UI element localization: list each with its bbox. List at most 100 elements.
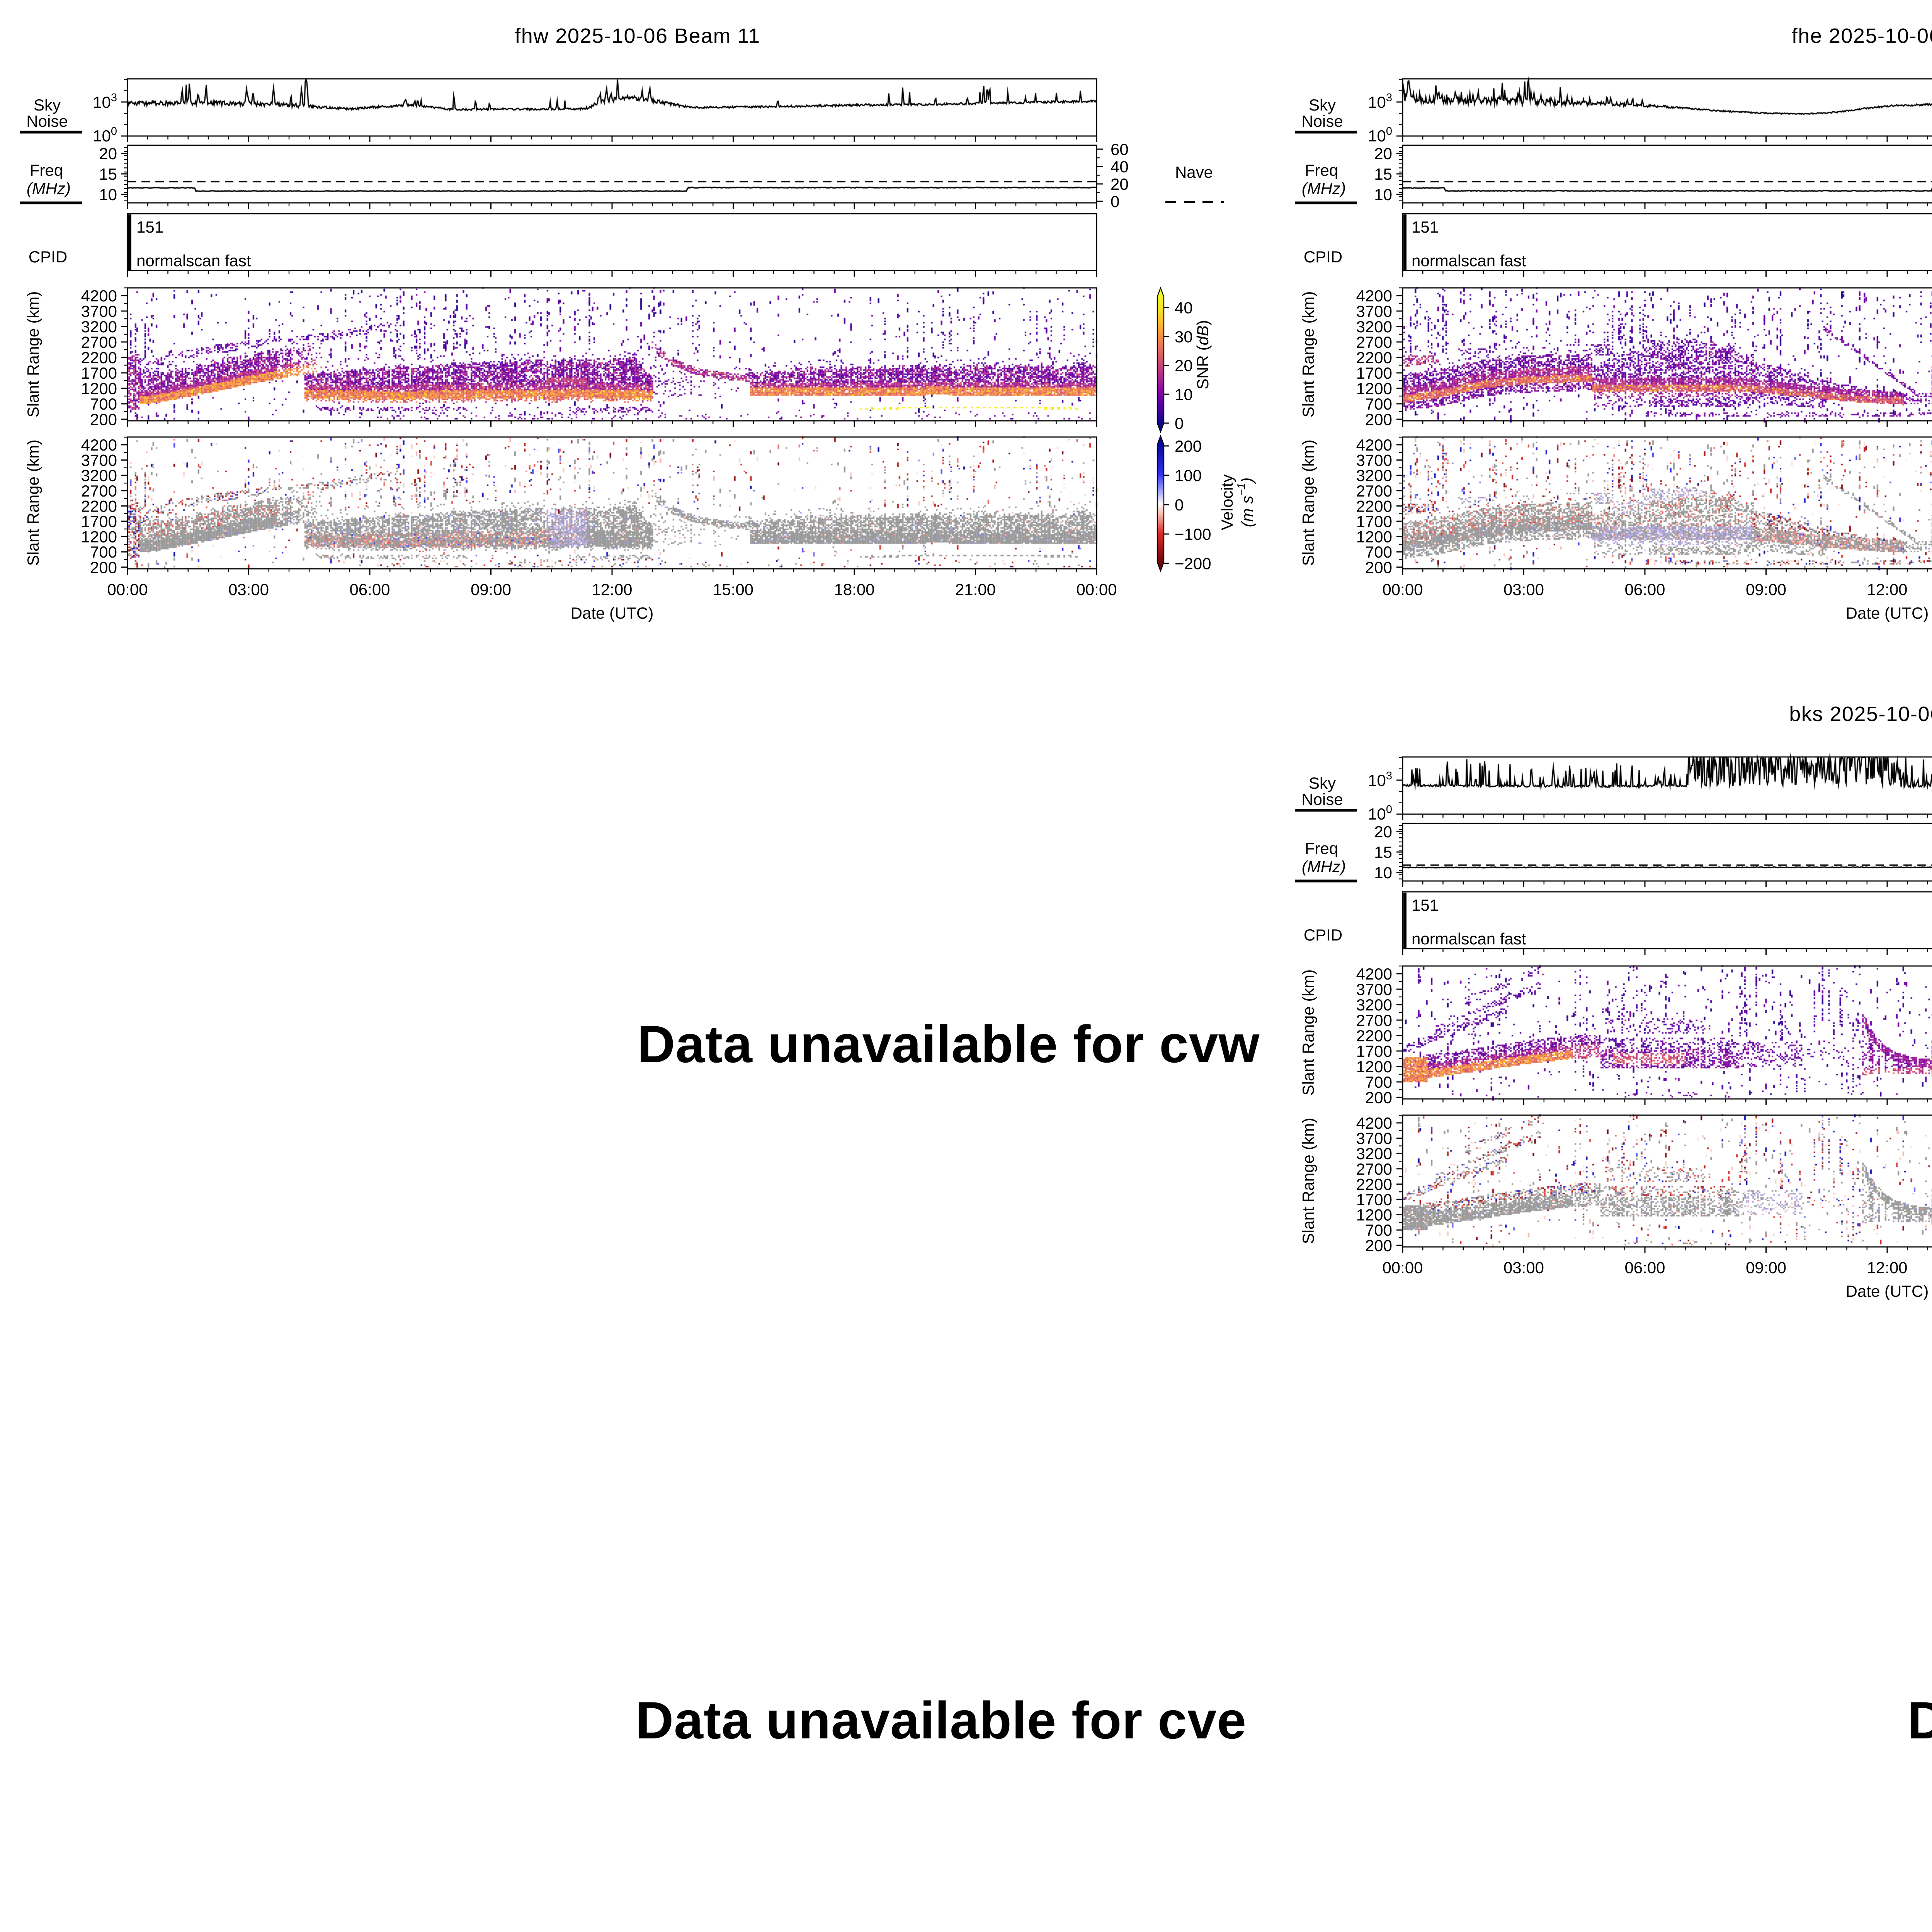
svg-text:09:00: 09:00 — [1746, 1259, 1786, 1277]
svg-text:(MHz): (MHz) — [1302, 179, 1346, 197]
svg-text:60: 60 — [1111, 140, 1129, 158]
svg-text:CPID: CPID — [1304, 248, 1342, 266]
svg-text:20: 20 — [99, 145, 117, 163]
svg-text:10: 10 — [1374, 864, 1392, 882]
svg-text:700: 700 — [1365, 1073, 1392, 1091]
svg-text:4200: 4200 — [1356, 436, 1392, 454]
svg-text:20: 20 — [1175, 357, 1193, 375]
svg-text:normalscan fast: normalscan fast — [1412, 930, 1526, 948]
svg-text:3200: 3200 — [81, 466, 117, 485]
svg-text:12:00: 12:00 — [1867, 1259, 1907, 1277]
svg-text:03:00: 03:00 — [228, 580, 269, 599]
svg-text:2200: 2200 — [1356, 349, 1392, 367]
svg-text:09:00: 09:00 — [471, 580, 511, 599]
svg-text:09:00: 09:00 — [1746, 580, 1786, 599]
svg-text:Date (UTC): Date (UTC) — [571, 604, 654, 622]
svg-text:103: 103 — [1368, 92, 1392, 111]
svg-text:2700: 2700 — [1356, 1011, 1392, 1029]
svg-text:21:00: 21:00 — [955, 580, 996, 599]
svg-text:CPID: CPID — [1304, 926, 1342, 944]
svg-text:2700: 2700 — [81, 333, 117, 351]
svg-text:Slant Range (km): Slant Range (km) — [1299, 440, 1317, 566]
svg-text:0: 0 — [1111, 192, 1119, 211]
svg-text:Sky: Sky — [34, 96, 61, 114]
svg-text:2200: 2200 — [1356, 1175, 1392, 1193]
svg-text:4200: 4200 — [81, 287, 117, 305]
svg-text:06:00: 06:00 — [1624, 580, 1665, 599]
svg-text:10: 10 — [99, 185, 117, 204]
svg-text:2700: 2700 — [1356, 1160, 1392, 1178]
svg-text:200: 200 — [1365, 410, 1392, 429]
svg-text:0: 0 — [1175, 496, 1184, 514]
svg-text:1700: 1700 — [1356, 512, 1392, 531]
svg-text:151: 151 — [1412, 896, 1439, 914]
svg-text:1200: 1200 — [1356, 528, 1392, 546]
svg-text:700: 700 — [1365, 395, 1392, 413]
svg-text:3700: 3700 — [81, 302, 117, 320]
svg-text:700: 700 — [1365, 543, 1392, 561]
svg-text:2200: 2200 — [81, 497, 117, 515]
svg-text:bks 2025-10-06 Beam 15: bks 2025-10-06 Beam 15 — [1789, 702, 1932, 726]
svg-text:Noise: Noise — [1301, 112, 1343, 130]
svg-text:Slant Range (km): Slant Range (km) — [1299, 291, 1317, 418]
svg-text:Sky: Sky — [1309, 96, 1336, 114]
svg-text:normalscan fast: normalscan fast — [136, 252, 251, 270]
svg-text:3700: 3700 — [1356, 302, 1392, 320]
svg-text:2200: 2200 — [81, 349, 117, 367]
svg-text:Slant Range (km): Slant Range (km) — [24, 440, 42, 566]
svg-text:1700: 1700 — [81, 364, 117, 382]
svg-text:1200: 1200 — [1356, 379, 1392, 398]
svg-text:Velocity: Velocity — [1218, 474, 1236, 531]
svg-text:15: 15 — [99, 165, 117, 183]
svg-text:Noise: Noise — [1301, 790, 1343, 808]
svg-text:2700: 2700 — [1356, 482, 1392, 500]
svg-text:200: 200 — [90, 558, 117, 577]
svg-text:4200: 4200 — [81, 436, 117, 454]
svg-text:200: 200 — [1175, 437, 1202, 455]
svg-text:12:00: 12:00 — [592, 580, 632, 599]
svg-text:00:00: 00:00 — [1076, 580, 1117, 599]
svg-text:3700: 3700 — [1356, 1129, 1392, 1148]
svg-text:Date (UTC): Date (UTC) — [1846, 604, 1929, 622]
svg-text:0: 0 — [1175, 414, 1184, 432]
svg-text:1200: 1200 — [81, 528, 117, 546]
svg-text:1700: 1700 — [1356, 364, 1392, 382]
svg-text:3200: 3200 — [81, 318, 117, 336]
svg-text:3200: 3200 — [1356, 466, 1392, 485]
svg-text:03:00: 03:00 — [1503, 1259, 1544, 1277]
svg-text:100: 100 — [1368, 125, 1392, 145]
svg-text:40: 40 — [1175, 299, 1193, 317]
svg-text:Freq: Freq — [1305, 161, 1338, 179]
svg-text:20: 20 — [1374, 145, 1392, 163]
svg-text:Sky: Sky — [1309, 774, 1336, 792]
svg-text:151: 151 — [136, 218, 163, 236]
svg-text:00:00: 00:00 — [1382, 1259, 1423, 1277]
svg-text:700: 700 — [1365, 1221, 1392, 1239]
svg-text:Freq: Freq — [1305, 839, 1338, 857]
svg-text:Slant Range (km): Slant Range (km) — [1299, 1118, 1317, 1244]
svg-text:06:00: 06:00 — [349, 580, 390, 599]
svg-text:Freq: Freq — [30, 161, 63, 179]
svg-text:4200: 4200 — [1356, 965, 1392, 983]
svg-text:15: 15 — [1374, 843, 1392, 861]
svg-text:1200: 1200 — [81, 379, 117, 398]
svg-text:100: 100 — [93, 125, 117, 145]
svg-text:03:00: 03:00 — [1503, 580, 1544, 599]
svg-text:4200: 4200 — [1356, 1114, 1392, 1132]
svg-text:700: 700 — [90, 543, 117, 561]
svg-text:12:00: 12:00 — [1867, 580, 1907, 599]
svg-text:103: 103 — [1368, 770, 1392, 789]
svg-text:(m s−1): (m s−1) — [1235, 478, 1256, 527]
svg-text:Date (UTC): Date (UTC) — [1846, 1282, 1929, 1300]
svg-text:fhw 2025-10-06 Beam 11: fhw 2025-10-06 Beam 11 — [515, 24, 760, 48]
svg-text:100: 100 — [1368, 803, 1392, 823]
svg-text:3700: 3700 — [81, 451, 117, 469]
svg-text:3200: 3200 — [1356, 318, 1392, 336]
svg-text:10: 10 — [1374, 185, 1392, 204]
svg-text:103: 103 — [93, 92, 117, 111]
svg-text:06:00: 06:00 — [1624, 1259, 1665, 1277]
svg-text:20: 20 — [1374, 823, 1392, 841]
svg-text:200: 200 — [90, 410, 117, 429]
svg-text:1200: 1200 — [1356, 1058, 1392, 1076]
svg-text:40: 40 — [1111, 158, 1129, 176]
